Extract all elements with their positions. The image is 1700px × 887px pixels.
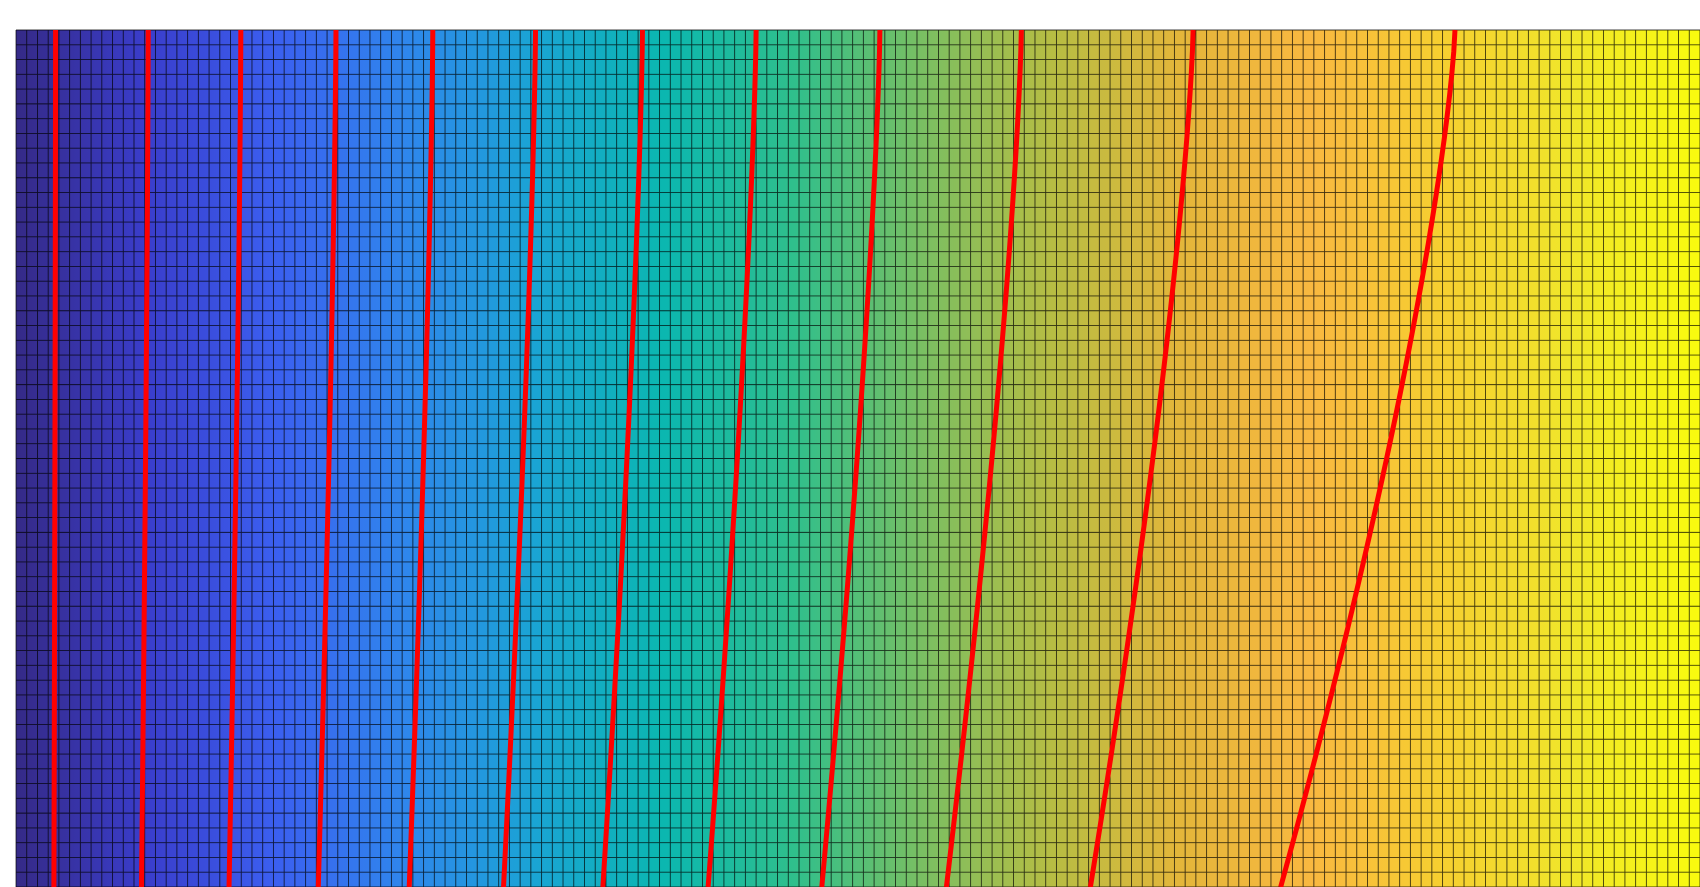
contour-line-7 xyxy=(600,29,645,887)
contour-line-1 xyxy=(51,29,59,887)
contour-line-5 xyxy=(406,29,436,887)
contour-line-9 xyxy=(819,29,883,887)
contour-line-2 xyxy=(138,29,151,887)
contour-line-8 xyxy=(705,29,759,887)
contour-lines xyxy=(51,29,1458,887)
contour-line-3 xyxy=(226,29,244,887)
contour-line-12 xyxy=(1278,29,1458,887)
contour-line-6 xyxy=(501,29,539,887)
contour-line-10 xyxy=(943,29,1024,887)
mesh-grid xyxy=(15,29,1700,887)
mesh-lines xyxy=(15,29,1700,887)
contour-line-4 xyxy=(315,29,339,887)
contour-line-11 xyxy=(1087,29,1196,887)
